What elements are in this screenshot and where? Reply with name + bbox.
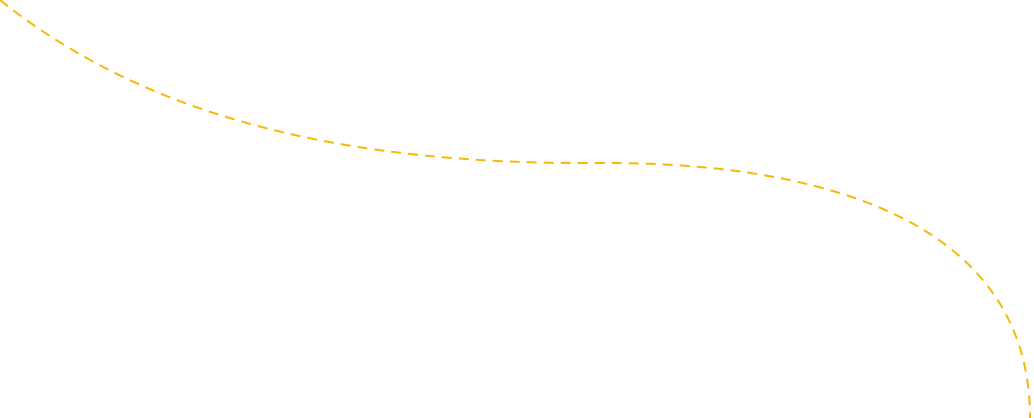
page <box>0 0 1031 418</box>
dashed-curve <box>0 0 1031 418</box>
canvas <box>0 0 1031 418</box>
